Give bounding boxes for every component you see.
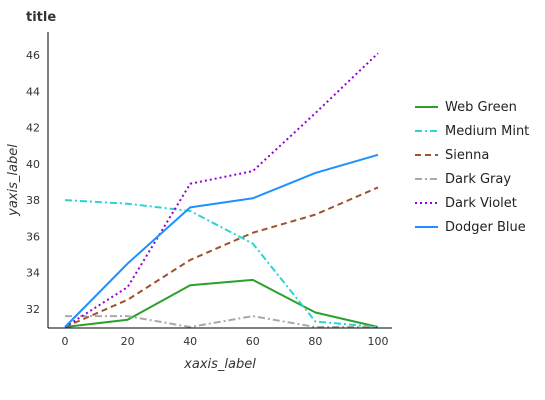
x-tick-label: 0 xyxy=(62,335,69,348)
series-line-dark-violet xyxy=(64,52,379,328)
y-tick-label: 32 xyxy=(26,303,40,316)
x-tick-label: 80 xyxy=(308,335,322,348)
y-tick-label: 42 xyxy=(26,122,40,135)
y-axis-label: yaxis_label xyxy=(6,144,21,217)
y-tick-label: 34 xyxy=(26,267,40,280)
chart-title: title xyxy=(26,10,56,25)
series-line-web-green xyxy=(64,278,379,328)
y-tick-label: 46 xyxy=(26,49,40,62)
x-axis-label: xaxis_label xyxy=(183,357,256,372)
legend-label: Dark Gray xyxy=(445,172,511,187)
x-tick-label: 20 xyxy=(121,335,135,348)
x-tick-label: 60 xyxy=(246,335,260,348)
y-tick-label: 36 xyxy=(26,230,40,243)
x-tick-label: 40 xyxy=(183,335,197,348)
legend-label: Dark Violet xyxy=(445,196,517,211)
x-tick-label: 100 xyxy=(368,335,389,348)
series-line-sienna xyxy=(64,186,379,328)
y-tick-label: 40 xyxy=(26,158,40,171)
y-tick-labels: 32 34 36 38 40 42 44 46 xyxy=(26,49,40,316)
legend-label: Medium Mint xyxy=(445,124,529,139)
x-tick-labels: 0 20 40 60 80 100 xyxy=(62,335,389,348)
legend-label: Web Green xyxy=(445,100,517,115)
legend-label: Sienna xyxy=(445,148,489,163)
plot-area: 0 20 40 60 80 100 32 34 36 38 40 42 44 46 xyxy=(26,32,392,348)
y-tick-label: 44 xyxy=(26,85,40,98)
y-tick-label: 38 xyxy=(26,194,40,207)
series-layer xyxy=(64,52,379,328)
series-line-dodger-blue xyxy=(64,153,379,328)
legend-label: Dodger Blue xyxy=(445,220,526,235)
legend: Web Green Medium Mint Sienna Dark Gray Dark … xyxy=(415,100,529,235)
series-line-medium-mint xyxy=(64,199,379,328)
